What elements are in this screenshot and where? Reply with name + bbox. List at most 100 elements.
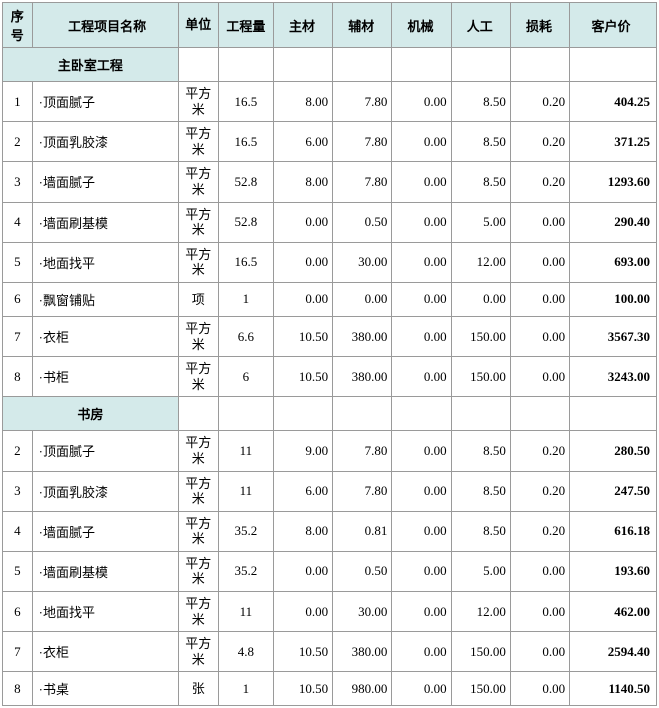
cell-labor: 8.50 [451, 511, 510, 551]
cell-qty: 52.8 [218, 162, 273, 202]
cell-loss: 0.20 [510, 511, 569, 551]
header-unit: 单位 [178, 3, 218, 48]
cell-name: ·顶面腻子 [32, 82, 178, 122]
table-row: 4·墙面刷基模平方米52.80.000.500.005.000.00290.40 [3, 202, 657, 242]
cell-mach: 0.00 [392, 162, 451, 202]
cell-unit: 平方米 [178, 82, 218, 122]
section-blank-cell [570, 397, 657, 431]
cell-main: 0.00 [273, 551, 332, 591]
cell-loss: 0.20 [510, 471, 569, 511]
section-header-row: 书房 [3, 397, 657, 431]
cell-aux: 0.00 [333, 282, 392, 316]
cell-seq: 5 [3, 551, 33, 591]
cell-main: 10.50 [273, 632, 332, 672]
cell-labor: 8.50 [451, 122, 510, 162]
cell-labor: 5.00 [451, 202, 510, 242]
cell-aux: 7.80 [333, 82, 392, 122]
table-row: 7·衣柜平方米6.610.50380.000.00150.000.003567.… [3, 316, 657, 356]
section-blank-cell [333, 397, 392, 431]
table-row: 5·地面找平平方米16.50.0030.000.0012.000.00693.0… [3, 242, 657, 282]
cell-seq: 4 [3, 511, 33, 551]
cell-mach: 0.00 [392, 122, 451, 162]
cell-mach: 0.00 [392, 511, 451, 551]
cell-unit: 平方米 [178, 551, 218, 591]
header-qty: 工程量 [218, 3, 273, 48]
cell-name: ·书桌 [32, 672, 178, 706]
section-title: 书房 [3, 397, 179, 431]
cell-labor: 8.50 [451, 471, 510, 511]
cell-unit: 张 [178, 672, 218, 706]
section-blank-cell [510, 48, 569, 82]
cell-name: ·墙面刷基模 [32, 551, 178, 591]
cell-name: ·顶面腻子 [32, 431, 178, 471]
section-blank-cell [510, 397, 569, 431]
cell-mach: 0.00 [392, 551, 451, 591]
cell-main: 8.00 [273, 82, 332, 122]
table-row: 5·墙面刷基模平方米35.20.000.500.005.000.00193.60 [3, 551, 657, 591]
cell-labor: 8.50 [451, 82, 510, 122]
cell-name: ·地面找平 [32, 242, 178, 282]
cell-mach: 0.00 [392, 316, 451, 356]
table-row: 2·顶面乳胶漆平方米16.56.007.800.008.500.20371.25 [3, 122, 657, 162]
table-row: 6·飘窗铺贴项10.000.000.000.000.00100.00 [3, 282, 657, 316]
cell-aux: 980.00 [333, 672, 392, 706]
cell-mach: 0.00 [392, 672, 451, 706]
header-loss: 损耗 [510, 3, 569, 48]
cell-aux: 0.50 [333, 551, 392, 591]
cell-labor: 150.00 [451, 357, 510, 397]
cell-labor: 150.00 [451, 632, 510, 672]
cell-name: ·衣柜 [32, 316, 178, 356]
cell-price: 290.40 [570, 202, 657, 242]
cell-unit: 平方米 [178, 122, 218, 162]
section-blank-cell [273, 397, 332, 431]
cell-name: ·墙面腻子 [32, 162, 178, 202]
table-row: 3·墙面腻子平方米52.88.007.800.008.500.201293.60 [3, 162, 657, 202]
cell-qty: 6.6 [218, 316, 273, 356]
header-main: 主材 [273, 3, 332, 48]
cell-main: 10.50 [273, 672, 332, 706]
cell-qty: 16.5 [218, 122, 273, 162]
cell-price: 371.25 [570, 122, 657, 162]
cell-price: 1293.60 [570, 162, 657, 202]
cell-mach: 0.00 [392, 357, 451, 397]
cell-price: 247.50 [570, 471, 657, 511]
cell-seq: 4 [3, 202, 33, 242]
table-row: 8·书柜平方米610.50380.000.00150.000.003243.00 [3, 357, 657, 397]
cell-seq: 3 [3, 471, 33, 511]
cell-loss: 0.20 [510, 122, 569, 162]
cell-seq: 3 [3, 162, 33, 202]
cell-unit: 平方米 [178, 202, 218, 242]
cell-main: 6.00 [273, 471, 332, 511]
cell-unit: 平方米 [178, 316, 218, 356]
section-blank-cell [273, 48, 332, 82]
cell-price: 404.25 [570, 82, 657, 122]
cell-name: ·衣柜 [32, 632, 178, 672]
cell-main: 10.50 [273, 316, 332, 356]
cell-qty: 16.5 [218, 82, 273, 122]
cell-name: ·墙面腻子 [32, 511, 178, 551]
cell-loss: 0.00 [510, 242, 569, 282]
section-blank-cell [218, 48, 273, 82]
cell-mach: 0.00 [392, 282, 451, 316]
table-row: 4·墙面腻子平方米35.28.000.810.008.500.20616.18 [3, 511, 657, 551]
cell-name: ·书柜 [32, 357, 178, 397]
table-body: 主卧室工程1·顶面腻子平方米16.58.007.800.008.500.2040… [3, 48, 657, 706]
cell-labor: 8.50 [451, 162, 510, 202]
header-seq: 序号 [3, 3, 33, 48]
cell-name: ·墙面刷基模 [32, 202, 178, 242]
cell-aux: 380.00 [333, 632, 392, 672]
cell-unit: 平方米 [178, 162, 218, 202]
table-row: 2·顶面腻子平方米119.007.800.008.500.20280.50 [3, 431, 657, 471]
cell-loss: 0.20 [510, 162, 569, 202]
cell-main: 0.00 [273, 242, 332, 282]
cell-price: 3243.00 [570, 357, 657, 397]
cell-unit: 平方米 [178, 632, 218, 672]
cell-name: ·飘窗铺贴 [32, 282, 178, 316]
table-row: 3·顶面乳胶漆平方米116.007.800.008.500.20247.50 [3, 471, 657, 511]
cell-loss: 0.20 [510, 82, 569, 122]
section-blank-cell [218, 397, 273, 431]
header-price: 客户价 [570, 3, 657, 48]
cell-price: 693.00 [570, 242, 657, 282]
cell-mach: 0.00 [392, 431, 451, 471]
cell-name: ·顶面乳胶漆 [32, 471, 178, 511]
